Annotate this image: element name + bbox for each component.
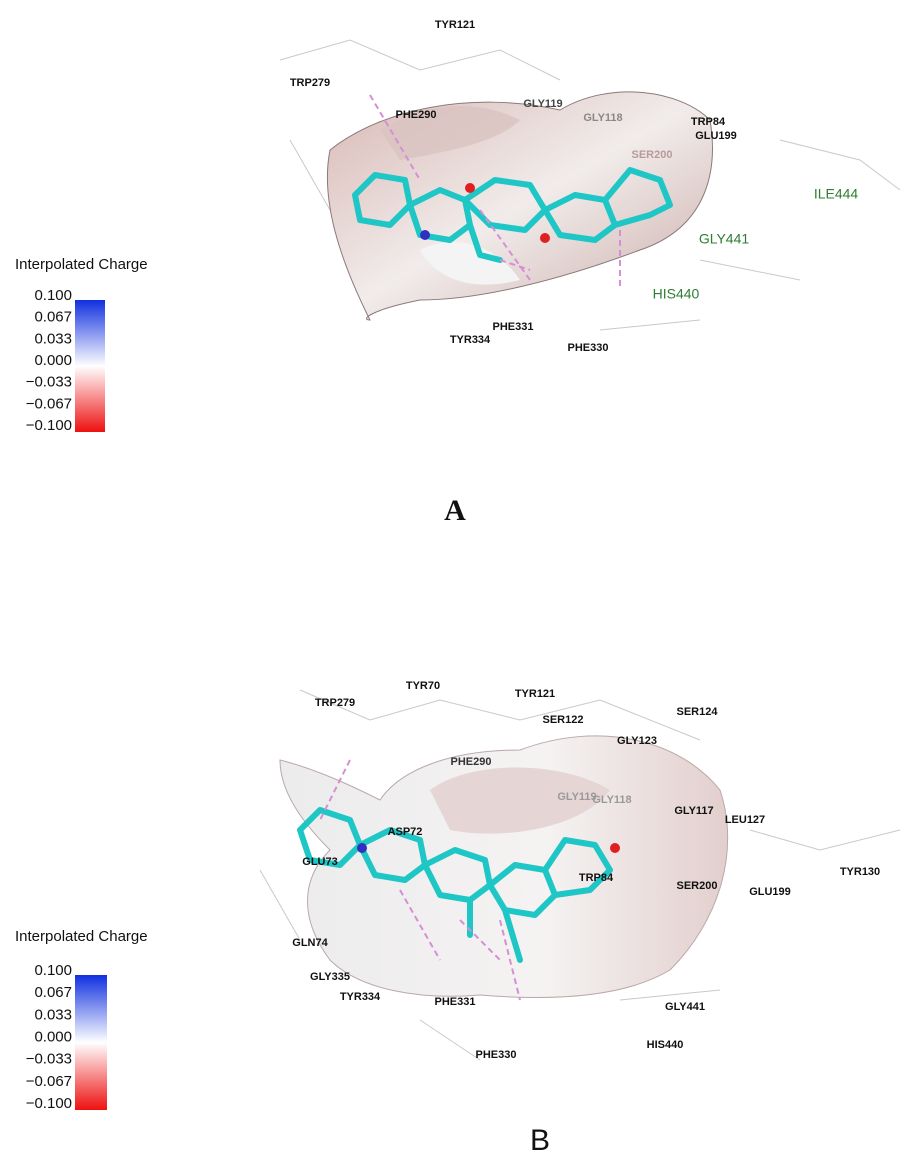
legend-title: Interpolated Charge <box>15 928 148 945</box>
residue-label: TRP279 <box>315 697 355 709</box>
residue-label: GLY123 <box>617 735 657 747</box>
legend-tick-label: 0.000 <box>34 352 72 369</box>
legend-colorbar <box>75 975 107 1110</box>
residue-label: SER122 <box>543 714 584 726</box>
residue-label: GLY441 <box>665 1001 705 1013</box>
residue-label: GLY335 <box>310 971 350 983</box>
legend-tick-label: 0.033 <box>34 330 72 347</box>
panel-label: A <box>444 494 466 527</box>
residue-label: PHE331 <box>493 321 534 333</box>
residue-label: GLY118 <box>592 794 631 806</box>
residue-label: TRP279 <box>290 77 330 89</box>
residue-label: HIS440 <box>653 286 700 302</box>
legend-tick-label: 0.100 <box>34 287 72 304</box>
residue-label: GLY117 <box>674 805 713 817</box>
legend-tick-label: −0.067 <box>26 1073 72 1090</box>
residue-label: SER200 <box>677 880 718 892</box>
residue-label: GLU199 <box>749 886 791 898</box>
legend-tick-label: −0.033 <box>26 1051 72 1068</box>
residue-label: GLY118 <box>583 112 622 124</box>
residue-label: PHE290 <box>451 756 492 768</box>
scene-a <box>279 39 901 331</box>
legend-tick-label: 0.033 <box>34 1006 72 1023</box>
residue-label: TYR334 <box>340 991 381 1003</box>
residue-label: TYR121 <box>435 19 475 31</box>
residue-label: TRP84 <box>691 116 726 128</box>
legend-tick-label: −0.067 <box>26 395 72 412</box>
legend-tick-label: 0.000 <box>34 1028 72 1045</box>
panel: TRP279 TYR70 TYR121 SER122 SER124 GLY123 PHE29… <box>15 680 880 1157</box>
legend-title: Interpolated Charge <box>15 256 148 273</box>
legend-tick-label: −0.033 <box>26 374 72 391</box>
residue-label: LEU127 <box>725 814 765 826</box>
residue-label: TRP84 <box>579 872 614 884</box>
residue-label: GLY119 <box>557 791 596 803</box>
residue-label: ILE444 <box>814 186 859 202</box>
residue-label: SER200 <box>632 149 673 161</box>
residue-label: GLU199 <box>695 130 737 142</box>
scene-b <box>259 689 901 1061</box>
residue-label: TYR130 <box>840 866 880 878</box>
residue-label: SER124 <box>677 706 719 718</box>
residue-label: GLN74 <box>292 937 328 949</box>
residue-label: TYR334 <box>450 334 491 346</box>
residue-label: GLY119 <box>523 98 562 110</box>
residue-label: GLY441 <box>699 231 750 247</box>
panel: TYR121 TRP279 PHE290 GLY119 GLY118 TRP84 GLU19… <box>15 19 858 527</box>
legend-colorbar <box>75 300 105 432</box>
panel-label: B <box>530 1124 550 1157</box>
legend-tick-label: −0.100 <box>26 417 72 434</box>
residue-label: PHE330 <box>476 1049 517 1061</box>
residue-label: TYR121 <box>515 688 555 700</box>
legend-tick-label: 0.100 <box>34 962 72 979</box>
residue-label: HIS440 <box>647 1039 684 1051</box>
legend-tick-label: 0.067 <box>34 984 72 1001</box>
residue-label: PHE331 <box>435 996 476 1008</box>
residue-label: PHE290 <box>396 109 437 121</box>
legend-tick-label: −0.100 <box>26 1095 72 1112</box>
residue-label: ASP72 <box>388 826 423 838</box>
residue-label: TYR70 <box>406 680 440 692</box>
residue-label: GLU73 <box>302 856 337 868</box>
legend-tick-label: 0.067 <box>34 309 72 326</box>
residue-label: PHE330 <box>568 342 609 354</box>
